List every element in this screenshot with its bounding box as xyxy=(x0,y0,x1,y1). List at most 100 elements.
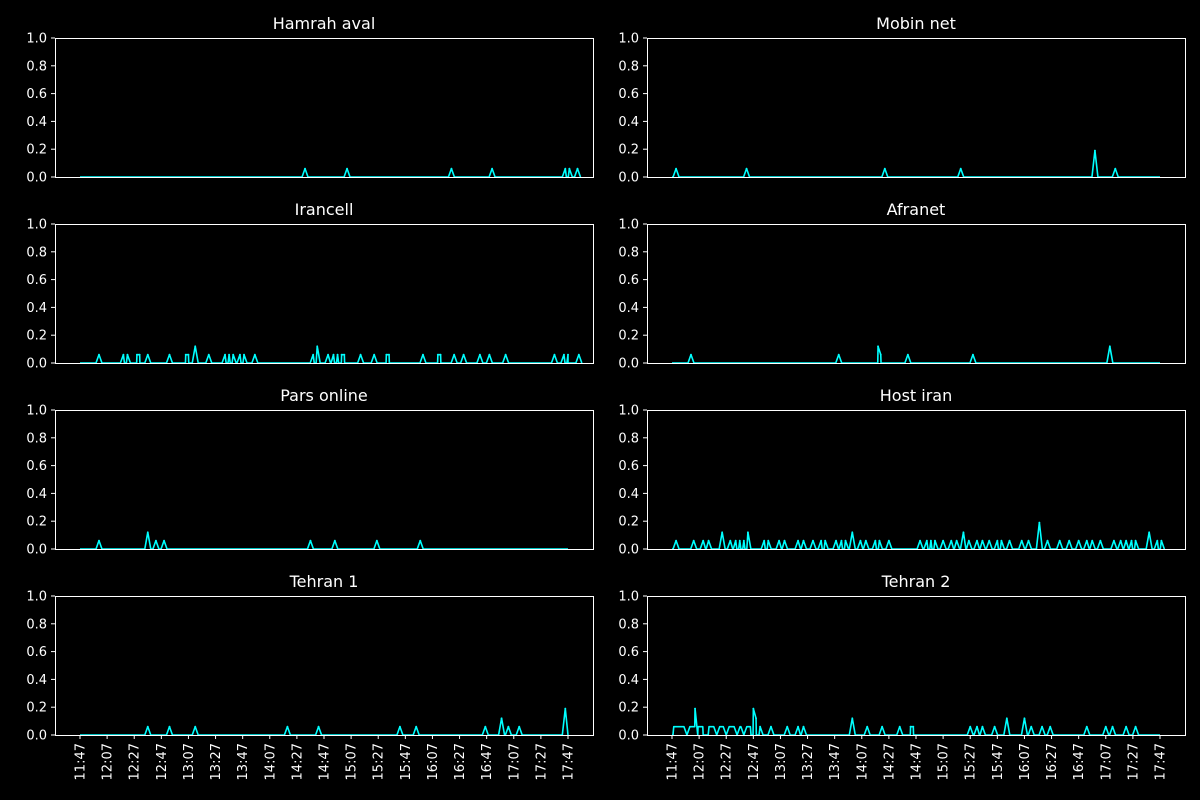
series-line xyxy=(80,167,582,178)
y-tick-label: 0.0 xyxy=(26,543,47,558)
y-tick-label: 1.0 xyxy=(26,218,47,233)
spike-point xyxy=(887,539,890,542)
y-tick-label: 0.8 xyxy=(26,617,47,632)
series-line xyxy=(672,149,1160,178)
chart-title: Hamrah aval xyxy=(273,14,376,33)
x-tick-label: 11:47 xyxy=(666,743,681,780)
x-tick-label: 15:27 xyxy=(964,743,979,780)
spike-point xyxy=(783,539,786,542)
spike-point xyxy=(692,539,695,542)
y-tick-label: 0.4 xyxy=(26,673,47,688)
chart-title: Tehran 2 xyxy=(881,572,951,591)
y-tick-label: 0.8 xyxy=(618,59,639,74)
chart-title: Tehran 1 xyxy=(289,572,359,591)
spike-point xyxy=(759,725,762,728)
spike-point xyxy=(419,539,422,542)
y-tick-label: 0.2 xyxy=(26,701,47,716)
spike-point xyxy=(194,725,197,728)
x-tick-label: 14:07 xyxy=(855,743,870,780)
spike-point xyxy=(767,539,770,542)
spike-point xyxy=(500,717,503,720)
spike-point xyxy=(312,353,315,356)
x-tick-label: 15:07 xyxy=(345,743,360,780)
spike-point xyxy=(797,539,799,542)
x-tick-label: 15:47 xyxy=(399,743,414,780)
spike-point xyxy=(1058,539,1061,542)
spike-point xyxy=(359,353,362,356)
spike-point xyxy=(146,531,149,534)
x-tick-label: 15:27 xyxy=(372,743,387,780)
spike-point xyxy=(969,725,972,728)
spike-point xyxy=(422,353,424,356)
spike-point xyxy=(184,353,187,356)
spike-point xyxy=(763,539,766,542)
spike-point xyxy=(770,725,772,728)
spike-point xyxy=(925,539,928,542)
spike-point xyxy=(385,353,388,356)
y-tick-label: 0.4 xyxy=(26,487,47,502)
spike-point xyxy=(138,353,141,356)
spike-point xyxy=(553,353,556,356)
series-line xyxy=(80,707,569,736)
spike-point xyxy=(906,353,909,356)
x-tick-label: 13:47 xyxy=(236,743,251,780)
spike-point xyxy=(837,353,840,356)
spike-point xyxy=(786,725,789,728)
chart-title: Pars online xyxy=(280,386,368,405)
spike-point xyxy=(866,725,869,728)
y-tick-label: 0.6 xyxy=(618,645,639,660)
spike-point xyxy=(1027,539,1030,542)
spike-point xyxy=(734,539,737,542)
spike-point xyxy=(518,725,521,728)
spike-point xyxy=(812,539,814,542)
spike-point xyxy=(228,353,231,356)
spike-point xyxy=(388,353,390,356)
spike-point xyxy=(253,353,256,356)
x-tick-label: 17:07 xyxy=(1099,743,1114,780)
x-tick-label: 17:47 xyxy=(562,743,577,780)
spike-point xyxy=(564,167,567,170)
spike-point xyxy=(207,353,210,356)
y-tick-label: 1.0 xyxy=(26,404,47,419)
y-tick-label: 0.4 xyxy=(618,487,639,502)
spike-point xyxy=(436,353,439,356)
spike-point xyxy=(399,725,401,728)
spike-point xyxy=(840,539,843,542)
subplot-pars-online: Pars online 0.0 0.2 0.4 0.6 0.8 1.0 xyxy=(26,386,594,558)
spike-point xyxy=(1113,539,1115,542)
spike-point xyxy=(1119,539,1122,542)
y-tick-label: 0.6 xyxy=(26,87,47,102)
y-tick-label: 0.6 xyxy=(26,273,47,288)
spike-point xyxy=(1125,725,1128,728)
x-tick-label: 16:07 xyxy=(426,743,441,780)
spike-point xyxy=(478,353,481,356)
spike-point xyxy=(343,353,346,356)
x-tick-label: 12:27 xyxy=(128,743,143,780)
spike-point xyxy=(747,531,749,534)
y-tick-label: 0.6 xyxy=(618,87,639,102)
x-tick-label: 15:07 xyxy=(937,743,952,780)
x-tick-label: 16:47 xyxy=(1072,743,1087,780)
x-tick-label: 17:47 xyxy=(1154,743,1169,780)
spike-point xyxy=(912,725,915,728)
x-tick-label: 13:47 xyxy=(828,743,843,780)
spike-point xyxy=(340,353,343,356)
spike-point xyxy=(864,539,867,542)
x-tick-label: 13:27 xyxy=(801,743,816,780)
spike-point xyxy=(851,717,854,720)
spike-point xyxy=(1023,717,1026,720)
y-tick-label: 0.6 xyxy=(618,459,639,474)
spike-point xyxy=(1130,539,1133,542)
spike-point xyxy=(136,353,138,356)
y-tick-label: 0.0 xyxy=(618,171,639,186)
spike-point xyxy=(1085,725,1088,728)
spike-point xyxy=(844,539,847,542)
spike-point xyxy=(993,725,996,728)
spike-point xyxy=(168,353,171,356)
subplot-tehran-1: Tehran 1 0.0 0.2 0.4 0.6 0.8 1.0 11:47 12:07 12:2… xyxy=(26,572,594,780)
spike-point xyxy=(988,539,991,542)
chart-title: Irancell xyxy=(295,200,354,219)
plot-frame xyxy=(647,224,1186,364)
y-tick-label: 0.6 xyxy=(618,273,639,288)
spike-point xyxy=(239,353,241,356)
